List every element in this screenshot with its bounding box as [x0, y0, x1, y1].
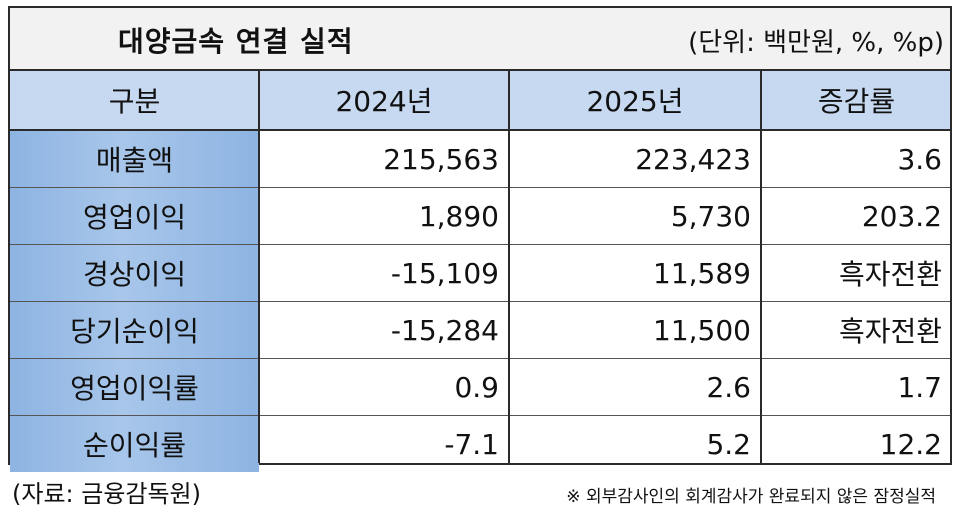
table-body: 매출액 215,563 223,423 3.6 영업이익 1,890 5,730…	[10, 131, 950, 472]
value-2025: 223,423	[635, 142, 751, 176]
header-2024: 2024년	[335, 85, 433, 118]
row-label: 영업이익	[10, 188, 259, 244]
row-label: 영업이익률	[10, 359, 259, 415]
value-change: 12.2	[879, 427, 942, 461]
unit-label: (단위: 백만원, %, %p)	[688, 28, 944, 58]
value-2025: 2.6	[706, 370, 751, 404]
header-row: 구분 2024년 2025년 증감률	[10, 71, 950, 131]
value-2024: -15,109	[390, 256, 499, 290]
value-change: 3.6	[897, 142, 942, 176]
value-change: 흑자전환	[838, 258, 942, 291]
row-divider	[10, 301, 950, 302]
value-2025: 11,589	[653, 256, 751, 290]
value-2025: 11,500	[653, 313, 751, 347]
row-label: 매출액	[10, 131, 259, 187]
row-label: 경상이익	[10, 245, 259, 301]
value-change: 1.7	[897, 370, 942, 404]
row-label: 당기순이익	[10, 302, 259, 358]
row-divider	[10, 415, 950, 416]
value-2024: 0.9	[454, 370, 499, 404]
value-2024: -15,284	[390, 313, 499, 347]
row-divider	[10, 187, 950, 188]
value-2025: 5.2	[706, 427, 751, 461]
results-table: 대양금속 연결 실적 (단위: 백만원, %, %p) 구분 2024년 202…	[8, 6, 952, 472]
value-change: 흑자전환	[838, 315, 942, 348]
column-divider	[760, 71, 762, 463]
header-change: 증감률	[817, 85, 896, 118]
table-row: 영업이익 1,890 5,730 203.2	[10, 188, 950, 244]
table-row: 영업이익률 0.9 2.6 1.7	[10, 359, 950, 415]
footnote: ※ 외부감사인의 회계감사가 완료되지 않은 잠정실적	[566, 487, 936, 507]
column-divider	[508, 71, 510, 463]
table-title-row: 대양금속 연결 실적 (단위: 백만원, %, %p)	[10, 8, 950, 71]
row-label: 순이익률	[10, 416, 259, 472]
column-divider	[258, 71, 260, 463]
table-row: 매출액 215,563 223,423 3.6	[10, 131, 950, 187]
table-row: 당기순이익 -15,284 11,500 흑자전환	[10, 302, 950, 358]
table-title: 대양금속 연결 실적	[118, 25, 354, 58]
table-row: 순이익률 -7.1 5.2 12.2	[10, 416, 950, 472]
header-2025: 2025년	[586, 85, 684, 118]
value-change: 203.2	[861, 199, 942, 233]
value-2024: 1,890	[418, 199, 499, 233]
value-2024: 215,563	[383, 142, 499, 176]
row-divider	[10, 244, 950, 245]
source-text: (자료: 금융감독원)	[12, 480, 202, 508]
value-2025: 5,730	[670, 199, 751, 233]
row-divider	[10, 358, 950, 359]
header-category: 구분	[108, 85, 161, 118]
table-row: 경상이익 -15,109 11,589 흑자전환	[10, 245, 950, 301]
value-2024: -7.1	[444, 427, 499, 461]
